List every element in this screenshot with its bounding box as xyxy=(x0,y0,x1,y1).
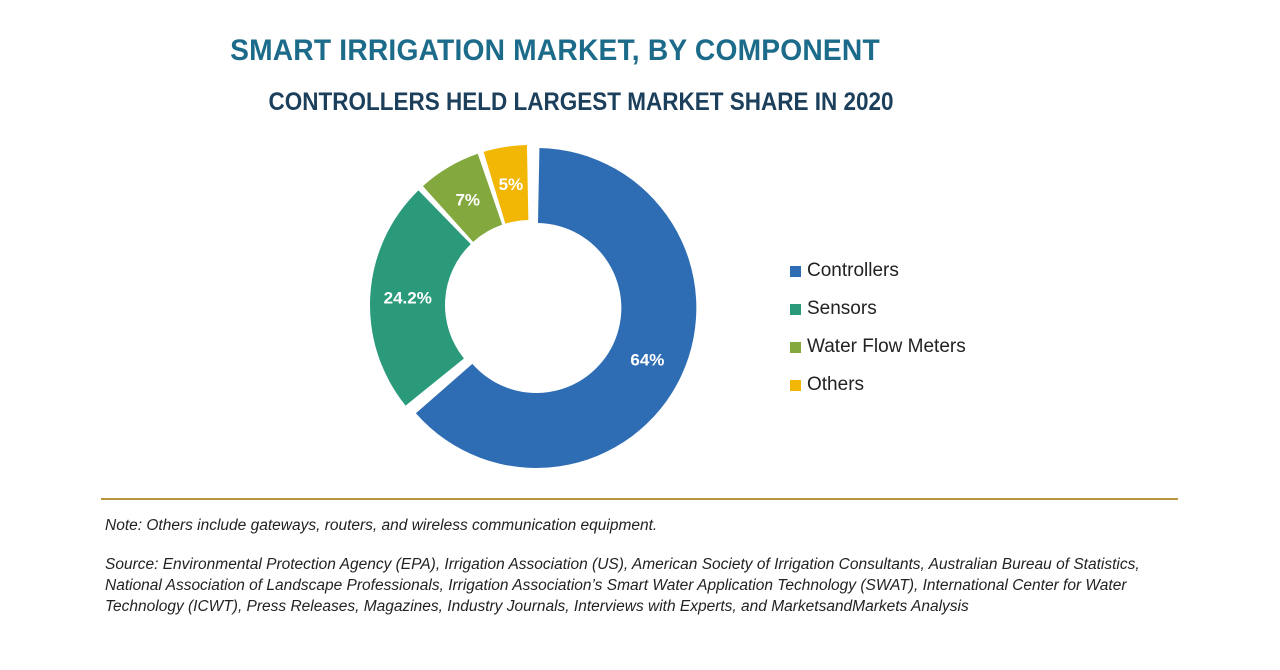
legend-item-others: Others xyxy=(790,366,966,404)
chart-legend: Controllers Sensors Water Flow Meters Other… xyxy=(790,252,966,404)
legend-label: Others xyxy=(807,374,865,395)
slice-label-water-flow-meters: 7% xyxy=(455,190,480,209)
legend-item-controllers: Controllers xyxy=(790,252,966,290)
legend-swatch xyxy=(790,379,801,391)
legend-swatch xyxy=(790,303,801,315)
slice-label-sensors: 24.2% xyxy=(384,289,432,308)
legend-item-sensors: Sensors xyxy=(790,290,966,328)
slice-label-others: 5% xyxy=(499,175,524,194)
chart-subtitle: CONTROLLERS HELD LARGEST MARKET SHARE IN… xyxy=(268,88,894,116)
slice-label-controllers: 64% xyxy=(630,351,664,370)
chart-note: Note: Others include gateways, routers, … xyxy=(105,517,658,534)
slice-water-flow-meters xyxy=(422,153,503,242)
legend-swatch xyxy=(790,265,801,277)
chart-source: Source: Environmental Protection Agency … xyxy=(105,556,1140,615)
chart-title: SMART IRRIGATION MARKET, BY COMPONENT xyxy=(230,34,880,67)
slice-sensors xyxy=(370,190,471,406)
slice-others xyxy=(483,145,529,224)
slice-controllers xyxy=(415,147,697,468)
legend-label: Controllers xyxy=(807,260,899,281)
legend-item-water-flow-meters: Water Flow Meters xyxy=(790,328,966,366)
legend-label: Sensors xyxy=(807,298,877,319)
legend-label: Water Flow Meters xyxy=(807,336,966,357)
divider-line xyxy=(101,498,1178,500)
legend-swatch xyxy=(790,341,801,353)
